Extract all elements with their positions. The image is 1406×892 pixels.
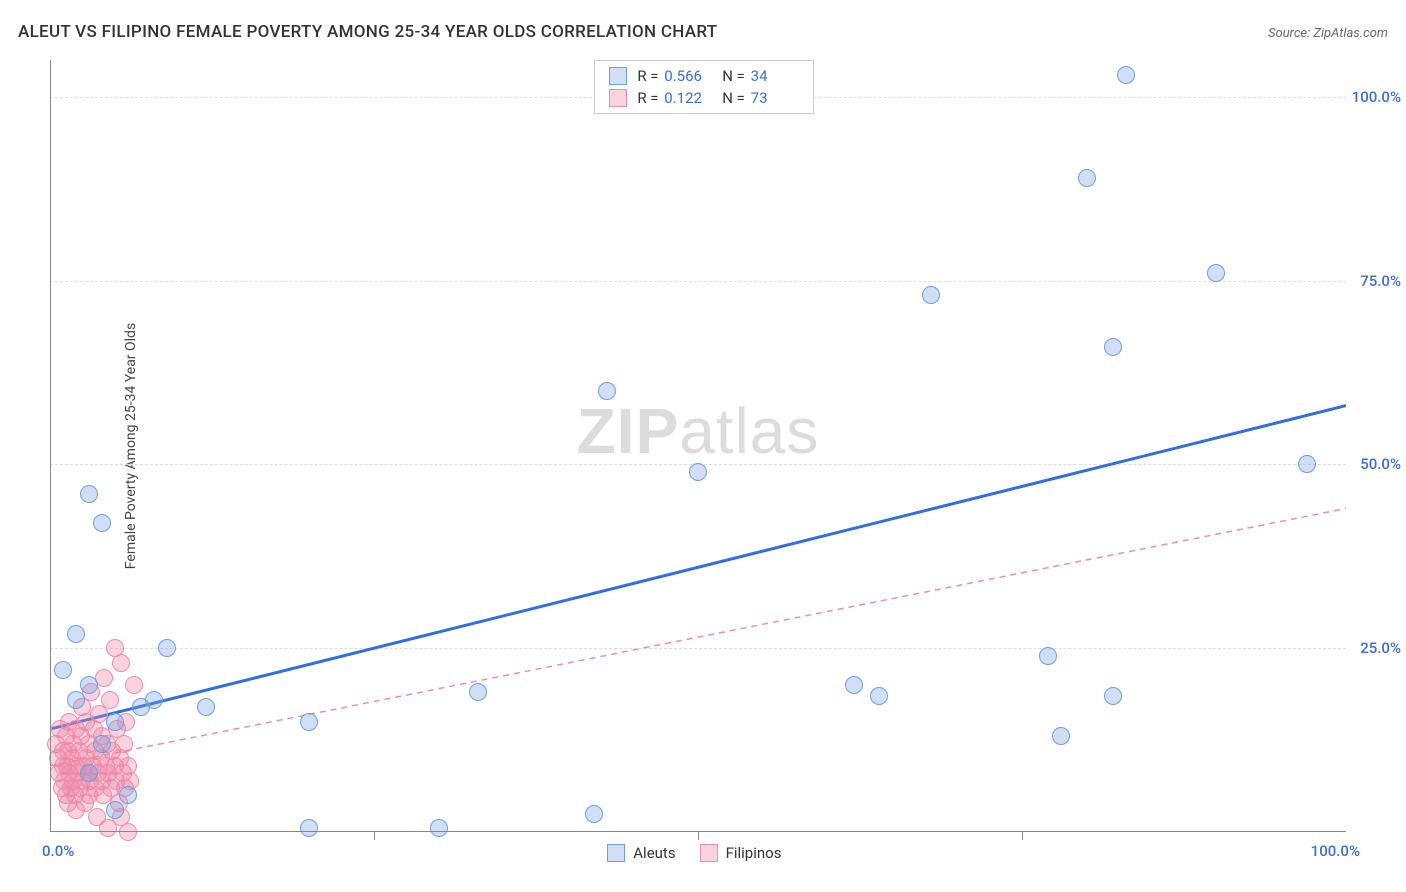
r-value: 0.566 xyxy=(664,67,712,85)
legend-swatch xyxy=(700,844,718,862)
y-tick-label: 100.0% xyxy=(1352,88,1401,106)
correlation-legend: R = 0.566N = 34R = 0.122N = 73 xyxy=(594,60,813,114)
scatter-point xyxy=(125,676,143,694)
legend-label: Filipinos xyxy=(726,844,782,862)
y-tick-label: 75.0% xyxy=(1360,272,1401,290)
scatter-point xyxy=(870,687,888,705)
legend-item: Filipinos xyxy=(700,844,782,862)
y-tick-label: 25.0% xyxy=(1360,639,1401,657)
scatter-point xyxy=(1104,687,1122,705)
scatter-point xyxy=(119,786,137,804)
scatter-point xyxy=(115,735,133,753)
scatter-point xyxy=(158,639,176,657)
scatter-point xyxy=(112,654,130,672)
x-tick-min: 0.0% xyxy=(42,842,74,860)
scatter-point xyxy=(845,676,863,694)
n-value: 34 xyxy=(751,67,799,85)
r-value: 0.122 xyxy=(664,89,712,107)
scatter-point xyxy=(93,735,111,753)
scatter-point xyxy=(1298,455,1316,473)
scatter-point xyxy=(922,286,940,304)
legend-swatch xyxy=(609,89,627,107)
scatter-point xyxy=(106,801,124,819)
gridline xyxy=(50,281,1346,282)
scatter-point xyxy=(80,676,98,694)
legend-item: Aleuts xyxy=(607,844,675,862)
chart-title: ALEUT VS FILIPINO FEMALE POVERTY AMONG 2… xyxy=(18,22,717,42)
x-tick-max: 100.0% xyxy=(1311,842,1360,860)
scatter-point xyxy=(598,382,616,400)
y-axis xyxy=(50,60,51,832)
scatter-plot: ZIPatlas 0.0% 100.0% R = 0.566N = 34R = … xyxy=(50,60,1346,832)
scatter-point xyxy=(80,485,98,503)
legend-row: R = 0.122N = 73 xyxy=(595,87,812,109)
gridline xyxy=(50,648,1346,649)
scatter-point xyxy=(689,463,707,481)
source-attribution: Source: ZipAtlas.com xyxy=(1268,26,1388,41)
scatter-point xyxy=(585,805,603,823)
scatter-point xyxy=(145,691,163,709)
n-value: 73 xyxy=(751,89,799,107)
scatter-point xyxy=(54,661,72,679)
scatter-point xyxy=(67,625,85,643)
scatter-point xyxy=(197,698,215,716)
scatter-point xyxy=(1052,727,1070,745)
scatter-point xyxy=(101,691,119,709)
scatter-point xyxy=(67,691,85,709)
trend-line xyxy=(50,406,1346,730)
scatter-point xyxy=(300,713,318,731)
legend-swatch xyxy=(609,67,627,85)
scatter-point xyxy=(95,669,113,687)
scatter-point xyxy=(1207,264,1225,282)
x-tick xyxy=(374,832,375,840)
scatter-point xyxy=(1039,647,1057,665)
legend-swatch xyxy=(607,844,625,862)
scatter-point xyxy=(1104,338,1122,356)
scatter-point xyxy=(300,819,318,837)
trend-line xyxy=(50,508,1346,765)
y-tick-label: 50.0% xyxy=(1360,455,1401,473)
x-tick xyxy=(1022,832,1023,840)
legend-row: R = 0.566N = 34 xyxy=(595,65,812,87)
watermark: ZIPatlas xyxy=(577,394,820,468)
scatter-point xyxy=(1117,66,1135,84)
trend-lines xyxy=(50,60,1346,832)
scatter-point xyxy=(469,683,487,701)
x-tick xyxy=(698,832,699,840)
scatter-point xyxy=(119,823,137,841)
scatter-point xyxy=(430,819,448,837)
series-legend: Aleuts Filipinos xyxy=(607,844,781,862)
scatter-point xyxy=(1078,169,1096,187)
scatter-point xyxy=(93,514,111,532)
scatter-point xyxy=(80,764,98,782)
scatter-point xyxy=(106,713,124,731)
legend-label: Aleuts xyxy=(633,844,675,862)
